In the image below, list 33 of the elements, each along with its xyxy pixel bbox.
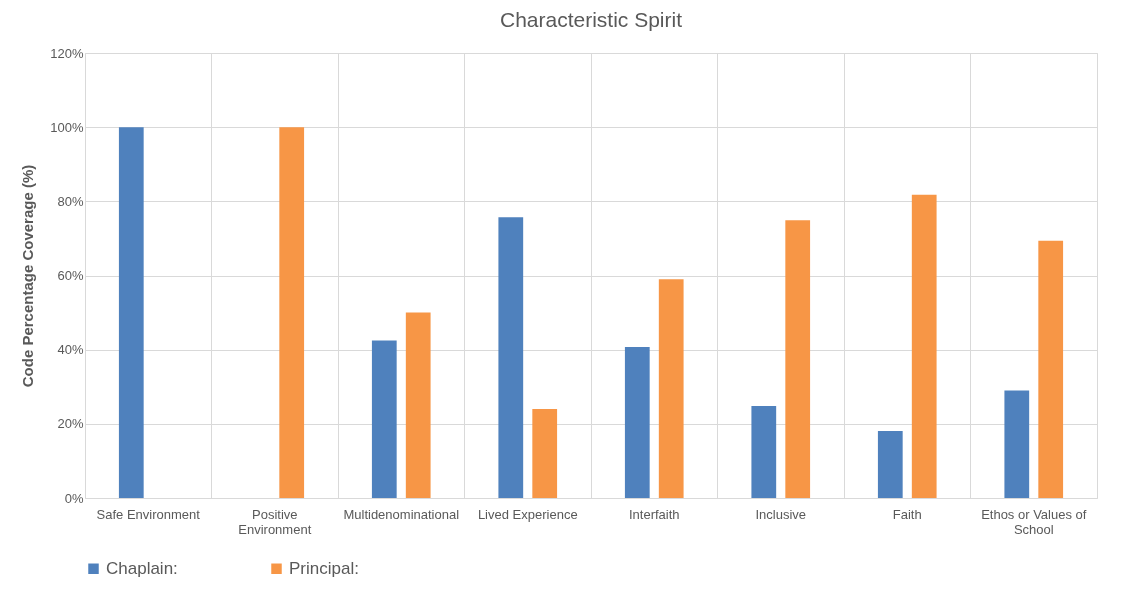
- bar: [785, 220, 811, 498]
- bar: [658, 279, 684, 498]
- bar: [624, 347, 650, 498]
- y-tick-label: 80%: [57, 193, 84, 209]
- y-tick-label: 100%: [50, 119, 84, 135]
- y-tick-label: 120%: [50, 45, 84, 61]
- bar: [1038, 240, 1064, 498]
- y-tick-label: 40%: [57, 342, 84, 358]
- x-tick-label: Positive Environment: [238, 506, 312, 537]
- y-tick-label: 0%: [64, 490, 84, 506]
- bar: [751, 406, 777, 498]
- bar: [498, 217, 524, 498]
- bar: [405, 312, 431, 498]
- x-tick-label: Ethos or Values of School: [981, 506, 1087, 537]
- y-tick-label: 60%: [57, 268, 84, 283]
- x-tick-label: Faith: [892, 506, 922, 522]
- x-tick-label: Interfaith: [628, 506, 680, 522]
- bar: [532, 409, 558, 498]
- bar: [877, 430, 903, 498]
- bar: [118, 127, 144, 498]
- y-tick-label: 20%: [57, 416, 84, 432]
- bar: [279, 127, 305, 498]
- bar: [911, 194, 937, 498]
- legend-label: Chaplain:: [106, 558, 178, 578]
- x-tick-label: Lived Experience: [477, 506, 578, 522]
- x-tick-label: Multidenominational: [343, 506, 460, 522]
- x-tick-label: Safe Environment: [96, 506, 201, 522]
- legend-label: Principal:: [289, 558, 359, 578]
- bar: [371, 340, 397, 498]
- chart-title: Characteristic Spirit: [499, 8, 683, 31]
- bar: [1004, 390, 1030, 498]
- y-axis-title: Code Percentage Coverage (%): [19, 164, 37, 388]
- x-tick-label: Inclusive: [755, 506, 807, 522]
